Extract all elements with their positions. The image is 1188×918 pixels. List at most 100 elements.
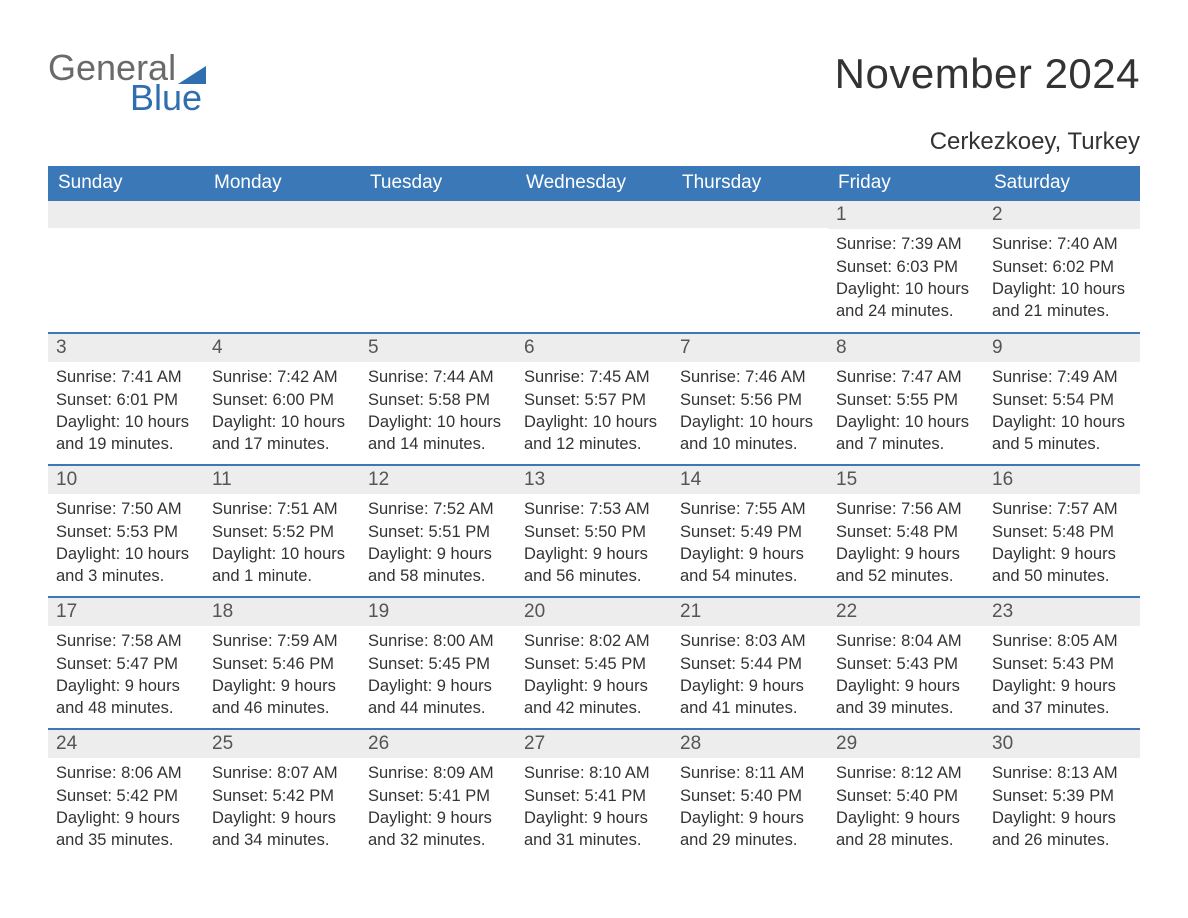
calendar-day: 2Sunrise: 7:40 AMSunset: 6:02 PMDaylight…: [984, 201, 1140, 333]
day-number: 23: [984, 598, 1140, 626]
logo-text-blue: Blue: [130, 82, 206, 114]
day-body: Sunrise: 8:03 AMSunset: 5:44 PMDaylight:…: [672, 626, 828, 723]
daylight-line: Daylight: 10 hours and 21 minutes.: [992, 278, 1132, 323]
sunrise-line: Sunrise: 8:06 AM: [56, 762, 196, 784]
calendar-week: 24Sunrise: 8:06 AMSunset: 5:42 PMDayligh…: [48, 729, 1140, 861]
day-body: Sunrise: 8:07 AMSunset: 5:42 PMDaylight:…: [204, 758, 360, 855]
calendar-week: 1Sunrise: 7:39 AMSunset: 6:03 PMDaylight…: [48, 201, 1140, 333]
sunrise-line: Sunrise: 7:57 AM: [992, 498, 1132, 520]
sunrise-line: Sunrise: 8:05 AM: [992, 630, 1132, 652]
day-body: Sunrise: 8:00 AMSunset: 5:45 PMDaylight:…: [360, 626, 516, 723]
calendar-week: 10Sunrise: 7:50 AMSunset: 5:53 PMDayligh…: [48, 465, 1140, 597]
calendar-day: 16Sunrise: 7:57 AMSunset: 5:48 PMDayligh…: [984, 465, 1140, 597]
weekday-header: Saturday: [984, 166, 1140, 201]
sunset-line: Sunset: 5:45 PM: [368, 653, 508, 675]
sunset-line: Sunset: 5:42 PM: [212, 785, 352, 807]
calendar-day-empty: [672, 201, 828, 333]
day-number: 13: [516, 466, 672, 494]
day-number: 14: [672, 466, 828, 494]
sunset-line: Sunset: 5:55 PM: [836, 389, 976, 411]
calendar-day-empty: [516, 201, 672, 333]
sunrise-line: Sunrise: 7:39 AM: [836, 233, 976, 255]
daylight-line: Daylight: 9 hours and 31 minutes.: [524, 807, 664, 852]
sunset-line: Sunset: 5:41 PM: [368, 785, 508, 807]
sunset-line: Sunset: 5:43 PM: [992, 653, 1132, 675]
daylight-line: Daylight: 9 hours and 50 minutes.: [992, 543, 1132, 588]
calendar-day: 9Sunrise: 7:49 AMSunset: 5:54 PMDaylight…: [984, 333, 1140, 465]
day-number: 10: [48, 466, 204, 494]
weekday-header: Monday: [204, 166, 360, 201]
sunrise-line: Sunrise: 7:56 AM: [836, 498, 976, 520]
calendar-week: 3Sunrise: 7:41 AMSunset: 6:01 PMDaylight…: [48, 333, 1140, 465]
logo-blue-wrap: Blue: [48, 86, 206, 114]
daylight-line: Daylight: 9 hours and 52 minutes.: [836, 543, 976, 588]
sunset-line: Sunset: 5:40 PM: [680, 785, 820, 807]
calendar-day: 28Sunrise: 8:11 AMSunset: 5:40 PMDayligh…: [672, 729, 828, 861]
day-body: Sunrise: 8:12 AMSunset: 5:40 PMDaylight:…: [828, 758, 984, 855]
day-body: Sunrise: 7:47 AMSunset: 5:55 PMDaylight:…: [828, 362, 984, 459]
calendar-day: 12Sunrise: 7:52 AMSunset: 5:51 PMDayligh…: [360, 465, 516, 597]
daylight-line: Daylight: 9 hours and 37 minutes.: [992, 675, 1132, 720]
day-body: Sunrise: 7:53 AMSunset: 5:50 PMDaylight:…: [516, 494, 672, 591]
sunrise-line: Sunrise: 8:10 AM: [524, 762, 664, 784]
day-number: 12: [360, 466, 516, 494]
weekday-header: Thursday: [672, 166, 828, 201]
day-number: 29: [828, 730, 984, 758]
weekday-row: SundayMondayTuesdayWednesdayThursdayFrid…: [48, 166, 1140, 201]
calendar-day: 3Sunrise: 7:41 AMSunset: 6:01 PMDaylight…: [48, 333, 204, 465]
empty-day-bar: [48, 201, 204, 228]
day-body: Sunrise: 8:04 AMSunset: 5:43 PMDaylight:…: [828, 626, 984, 723]
daylight-line: Daylight: 10 hours and 7 minutes.: [836, 411, 976, 456]
day-number: 19: [360, 598, 516, 626]
day-body: Sunrise: 7:39 AMSunset: 6:03 PMDaylight:…: [828, 229, 984, 326]
daylight-line: Daylight: 10 hours and 1 minute.: [212, 543, 352, 588]
calendar-day: 17Sunrise: 7:58 AMSunset: 5:47 PMDayligh…: [48, 597, 204, 729]
sunset-line: Sunset: 5:40 PM: [836, 785, 976, 807]
empty-day-bar: [204, 201, 360, 228]
sunrise-line: Sunrise: 8:07 AM: [212, 762, 352, 784]
calendar-day: 29Sunrise: 8:12 AMSunset: 5:40 PMDayligh…: [828, 729, 984, 861]
sunrise-line: Sunrise: 8:11 AM: [680, 762, 820, 784]
sunset-line: Sunset: 5:46 PM: [212, 653, 352, 675]
day-number: 15: [828, 466, 984, 494]
daylight-line: Daylight: 10 hours and 19 minutes.: [56, 411, 196, 456]
calendar-day: 14Sunrise: 7:55 AMSunset: 5:49 PMDayligh…: [672, 465, 828, 597]
sunrise-line: Sunrise: 8:04 AM: [836, 630, 976, 652]
calendar-day: 13Sunrise: 7:53 AMSunset: 5:50 PMDayligh…: [516, 465, 672, 597]
day-number: 22: [828, 598, 984, 626]
daylight-line: Daylight: 9 hours and 54 minutes.: [680, 543, 820, 588]
day-body: Sunrise: 7:52 AMSunset: 5:51 PMDaylight:…: [360, 494, 516, 591]
sunrise-line: Sunrise: 8:12 AM: [836, 762, 976, 784]
calendar-day-empty: [204, 201, 360, 333]
sunset-line: Sunset: 5:42 PM: [56, 785, 196, 807]
daylight-line: Daylight: 9 hours and 26 minutes.: [992, 807, 1132, 852]
daylight-line: Daylight: 10 hours and 24 minutes.: [836, 278, 976, 323]
daylight-line: Daylight: 9 hours and 58 minutes.: [368, 543, 508, 588]
calendar-day: 25Sunrise: 8:07 AMSunset: 5:42 PMDayligh…: [204, 729, 360, 861]
calendar-day: 15Sunrise: 7:56 AMSunset: 5:48 PMDayligh…: [828, 465, 984, 597]
sunrise-line: Sunrise: 8:02 AM: [524, 630, 664, 652]
sunset-line: Sunset: 5:49 PM: [680, 521, 820, 543]
day-body: Sunrise: 7:40 AMSunset: 6:02 PMDaylight:…: [984, 229, 1140, 326]
sunset-line: Sunset: 5:39 PM: [992, 785, 1132, 807]
daylight-line: Daylight: 9 hours and 28 minutes.: [836, 807, 976, 852]
calendar-day: 6Sunrise: 7:45 AMSunset: 5:57 PMDaylight…: [516, 333, 672, 465]
sunrise-line: Sunrise: 8:09 AM: [368, 762, 508, 784]
day-body: Sunrise: 7:41 AMSunset: 6:01 PMDaylight:…: [48, 362, 204, 459]
sunrise-line: Sunrise: 7:46 AM: [680, 366, 820, 388]
sunset-line: Sunset: 5:50 PM: [524, 521, 664, 543]
day-number: 5: [360, 334, 516, 362]
empty-day-bar: [516, 201, 672, 228]
month-title: November 2024: [835, 50, 1140, 98]
day-number: 17: [48, 598, 204, 626]
calendar-day: 8Sunrise: 7:47 AMSunset: 5:55 PMDaylight…: [828, 333, 984, 465]
sunrise-line: Sunrise: 7:45 AM: [524, 366, 664, 388]
daylight-line: Daylight: 9 hours and 42 minutes.: [524, 675, 664, 720]
calendar-day: 21Sunrise: 8:03 AMSunset: 5:44 PMDayligh…: [672, 597, 828, 729]
day-body: Sunrise: 8:13 AMSunset: 5:39 PMDaylight:…: [984, 758, 1140, 855]
sunrise-line: Sunrise: 7:42 AM: [212, 366, 352, 388]
calendar-day-empty: [48, 201, 204, 333]
calendar-day: 26Sunrise: 8:09 AMSunset: 5:41 PMDayligh…: [360, 729, 516, 861]
calendar-day: 30Sunrise: 8:13 AMSunset: 5:39 PMDayligh…: [984, 729, 1140, 861]
calendar-day: 20Sunrise: 8:02 AMSunset: 5:45 PMDayligh…: [516, 597, 672, 729]
